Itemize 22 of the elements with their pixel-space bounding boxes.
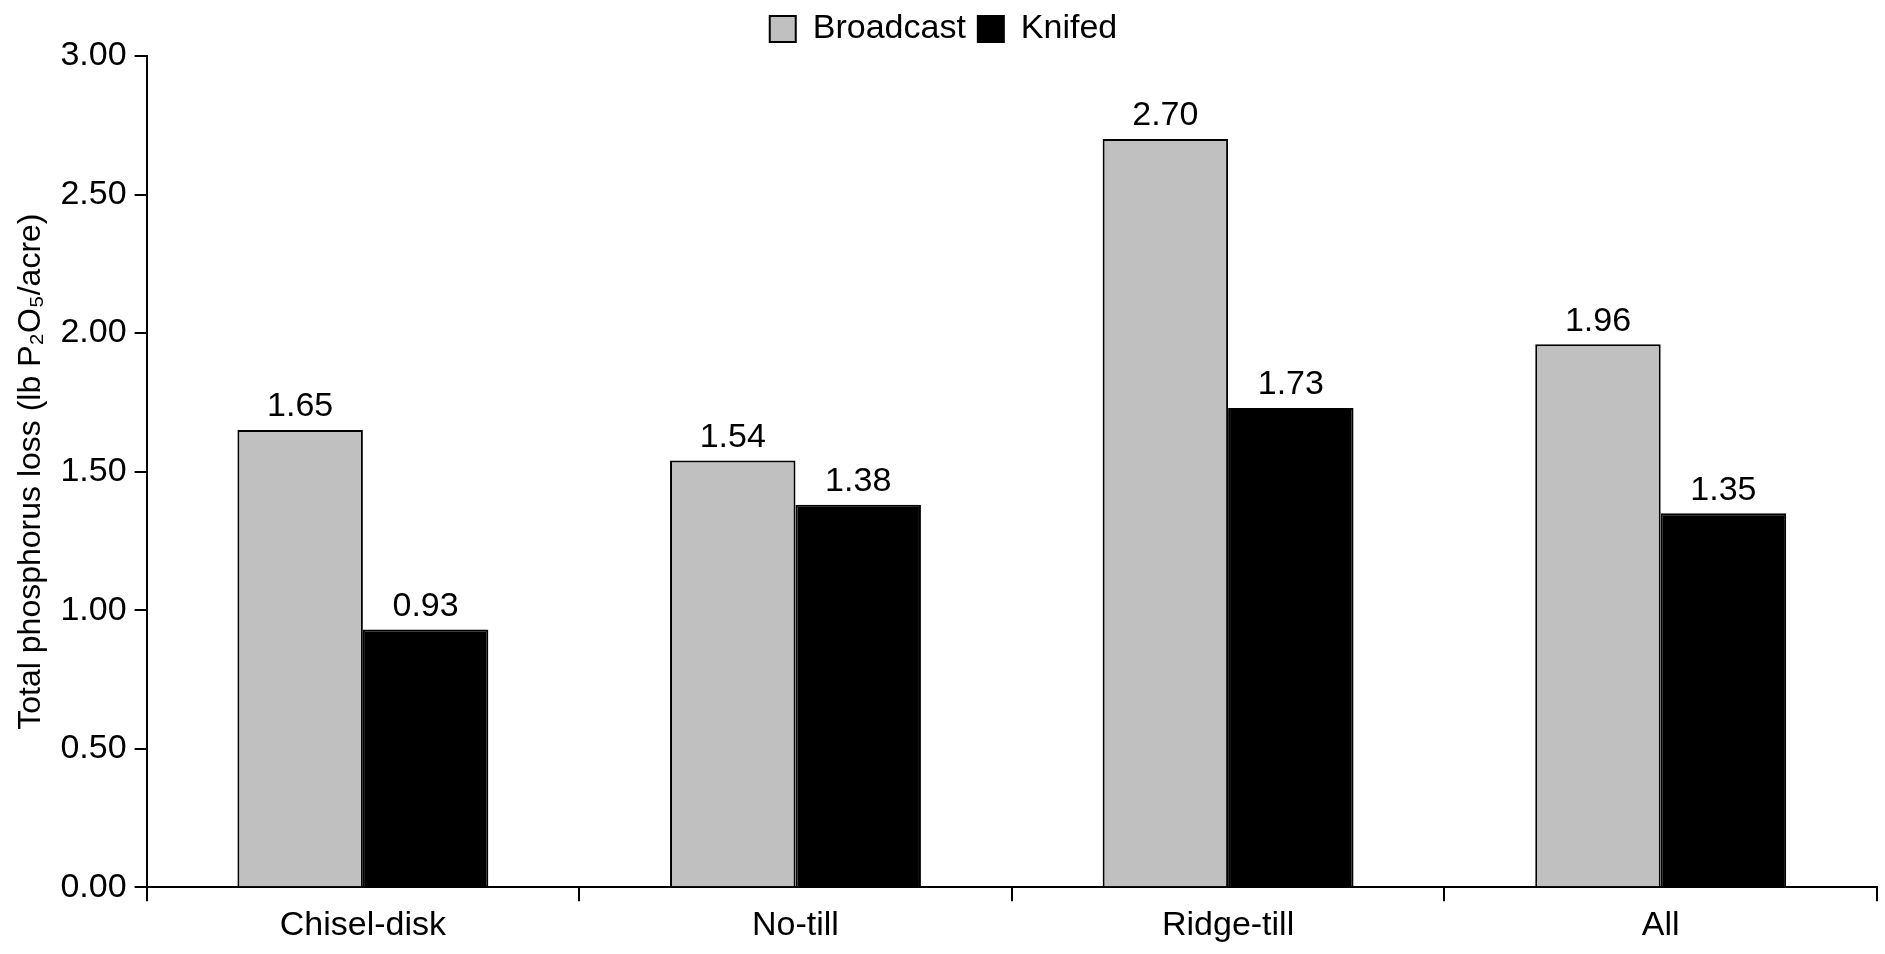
data-label: 1.35 — [1690, 468, 1757, 507]
x-tick-label: Chisel-disk — [279, 903, 448, 942]
y-tick-label: 3.00 — [60, 34, 127, 73]
data-label: 1.54 — [699, 415, 766, 454]
legend-label: Broadcast — [812, 7, 967, 46]
data-label: 1.38 — [825, 460, 892, 499]
data-label: 1.73 — [1257, 363, 1324, 402]
data-label: 1.96 — [1564, 299, 1632, 338]
x-tick-label: No-till — [752, 903, 839, 942]
x-tick-label: Ridge-till — [1161, 903, 1295, 942]
x-tick-label: All — [1641, 903, 1680, 942]
y-tick-label: 0.00 — [60, 865, 127, 904]
y-tick-label: 2.50 — [60, 172, 127, 211]
data-label: 2.70 — [1132, 94, 1199, 133]
y-axis-title: Total phosphorus loss (lb P₂O₅/acre) — [11, 213, 48, 730]
legend-label: Knifed — [1020, 7, 1118, 46]
data-label: 1.65 — [267, 385, 334, 424]
data-label: 0.93 — [392, 584, 459, 623]
y-tick-label: 0.50 — [60, 727, 127, 766]
y-tick-label: 1.00 — [60, 588, 127, 627]
y-tick-label: 2.00 — [60, 311, 127, 350]
y-tick-label: 1.50 — [60, 449, 127, 488]
